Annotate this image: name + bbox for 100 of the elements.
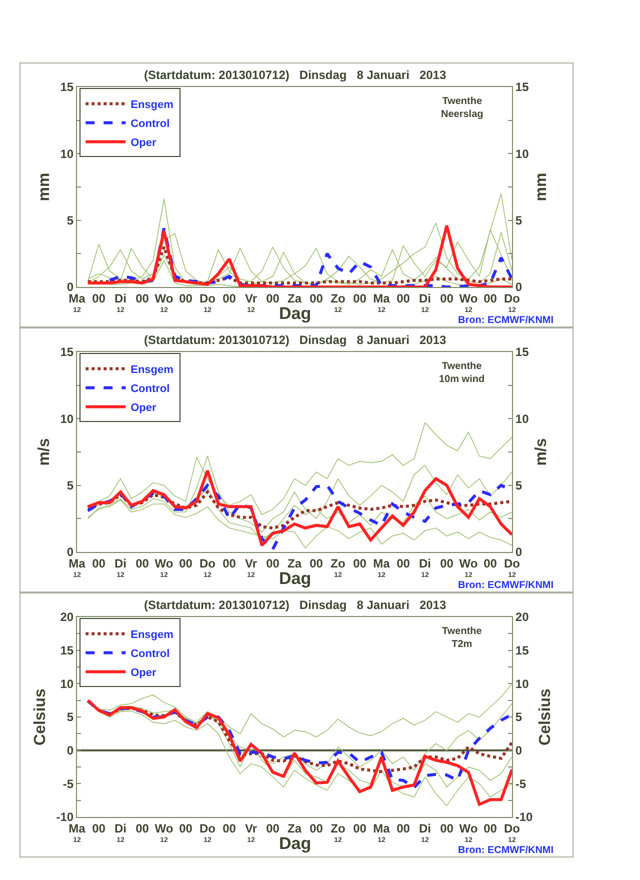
y-tick-label: -5 — [62, 776, 74, 791]
x-tick-label: Di — [114, 291, 126, 306]
x-tick-label: 00 — [310, 291, 324, 306]
y-tick-label: 10 — [60, 146, 74, 161]
x-tick-label: 00 — [266, 291, 280, 306]
chart-title: (Startdatum: 2013010712) Dinsdag 8 Januari 2013 — [144, 333, 446, 347]
x-tick-label: Wo — [154, 821, 174, 836]
x-tick-label: 00 — [266, 556, 280, 570]
x-tick-label: Di — [114, 821, 126, 836]
y2-tick-label: 10 — [515, 412, 530, 426]
legend-label: Oper — [130, 136, 158, 149]
x-tick-label: Di — [114, 556, 126, 570]
x-tick-label: 00 — [266, 821, 280, 836]
legend-label: Control — [130, 118, 170, 130]
x-tick-label: 00 — [136, 556, 150, 570]
annotation: Twenthe Neerslag — [441, 96, 484, 120]
x-tick-label: Di — [419, 291, 431, 306]
y-tick-label: 20 — [60, 610, 74, 624]
x-tick-label: 00 — [222, 291, 236, 306]
x-tick-label: 00 — [222, 556, 236, 570]
legend-label: Ensgem — [130, 364, 174, 376]
x-tick-label: 00 — [179, 821, 193, 836]
x-axis-title: Dag — [279, 304, 312, 323]
text: Bron: ECMWF/KNMI — [458, 315, 554, 326]
x-tick-label: Zo — [330, 821, 346, 836]
y2-tick-label: 10 — [515, 146, 530, 161]
y2-tick-label: 0 — [515, 744, 522, 758]
y2-axis-title: Celsius — [536, 688, 554, 746]
y-axis-title: Celsius — [32, 688, 50, 746]
x-tick-label: 00 — [353, 291, 367, 306]
x-tick-label: 00 — [222, 821, 236, 836]
y-tick-label: 0 — [66, 744, 74, 758]
annotation: Twenthe T2m — [442, 626, 482, 650]
y2-tick-label: 15 — [515, 80, 530, 94]
y-tick-label: 5 — [66, 710, 74, 724]
x-tick-label: Vr — [244, 821, 258, 836]
y-tick-label: 15 — [60, 644, 74, 658]
x-tick-label: Wo — [459, 821, 478, 836]
y-tick-label: 15 — [60, 80, 74, 94]
x-tick-label: Za — [287, 821, 302, 836]
y2-tick-label: 5 — [515, 710, 522, 724]
y2-tick-label: 5 — [515, 214, 522, 228]
x-tick-label: 00 — [353, 821, 367, 836]
x-tick-label: 00 — [92, 821, 106, 836]
x-tick-label: Wo — [154, 556, 174, 570]
legend-label: Control — [130, 648, 170, 660]
x-tick-label: Vr — [244, 291, 258, 306]
x-tick-label: 00 — [92, 291, 106, 306]
x-tick-label: 00 — [179, 556, 193, 570]
y2-tick-label: 15 — [515, 644, 530, 658]
x-tick-label: 00 — [440, 556, 454, 570]
x-tick-label: Ma — [373, 821, 390, 836]
x-tick-label: 00 — [484, 556, 498, 570]
x-tick-label: Do — [200, 556, 216, 570]
x-tick-label: Zo — [330, 556, 346, 570]
x-tick-label: Vr — [244, 556, 258, 570]
y2-tick-label: 20 — [515, 610, 530, 624]
x-tick-label: Do — [200, 821, 216, 836]
x-tick-label: 00 — [92, 556, 106, 570]
x-tick-label: 00 — [484, 821, 498, 836]
y-axis-title: mm — [36, 172, 54, 202]
chart-title: (Startdatum: 2013010712) Dinsdag 8 Januari 2013 — [144, 68, 446, 82]
x-tick-label: 00 — [440, 291, 454, 306]
annotation: Twenthe 10m wind — [439, 361, 485, 385]
x-tick-label: Wo — [459, 556, 478, 570]
y2-axis-title: m/s — [532, 438, 550, 466]
x-tick-label: Di — [419, 821, 431, 836]
x-axis-title: Dag — [279, 569, 312, 588]
x-axis-title: Dag — [279, 834, 312, 853]
x-tick-label: Zo — [330, 291, 346, 306]
x-tick-label: 00 — [310, 821, 324, 836]
y-tick-label: 15 — [60, 345, 74, 360]
y-tick-label: 5 — [66, 214, 74, 228]
legend-label: Oper — [130, 666, 158, 679]
x-tick-label: 00 — [396, 291, 410, 306]
x-tick-label: Do — [200, 291, 216, 306]
y2-tick-label: -5 — [515, 776, 526, 791]
y-tick-label: 10 — [60, 676, 74, 691]
y2-tick-label: 15 — [515, 345, 530, 360]
x-tick-label: Wo — [154, 291, 174, 306]
x-tick-label: Di — [419, 556, 431, 570]
x-tick-label: Za — [287, 291, 302, 306]
x-tick-label: 00 — [440, 821, 454, 836]
legend-label: Control — [130, 382, 170, 395]
chart-title: (Startdatum: 2013010712) Dinsdag 8 Januari 2013 — [144, 598, 446, 612]
y2-tick-label: 5 — [515, 478, 522, 493]
text: Bron: ECMWF/KNMI — [458, 580, 554, 591]
x-tick-label: 00 — [484, 291, 498, 306]
x-tick-label: 00 — [179, 291, 193, 306]
x-tick-label: 00 — [396, 821, 410, 836]
x-tick-label: 00 — [136, 821, 150, 836]
x-tick-label: 00 — [396, 556, 410, 570]
x-tick-label: Ma — [373, 556, 390, 570]
y2-tick-label: 10 — [515, 676, 530, 691]
y-axis-title: m/s — [36, 438, 54, 466]
x-tick-label: 00 — [136, 291, 150, 306]
text: Bron: ECMWF/KNMI — [458, 845, 554, 856]
y-tick-label: 10 — [60, 412, 74, 426]
x-tick-label: 00 — [310, 556, 324, 570]
x-tick-label: 00 — [353, 556, 367, 570]
